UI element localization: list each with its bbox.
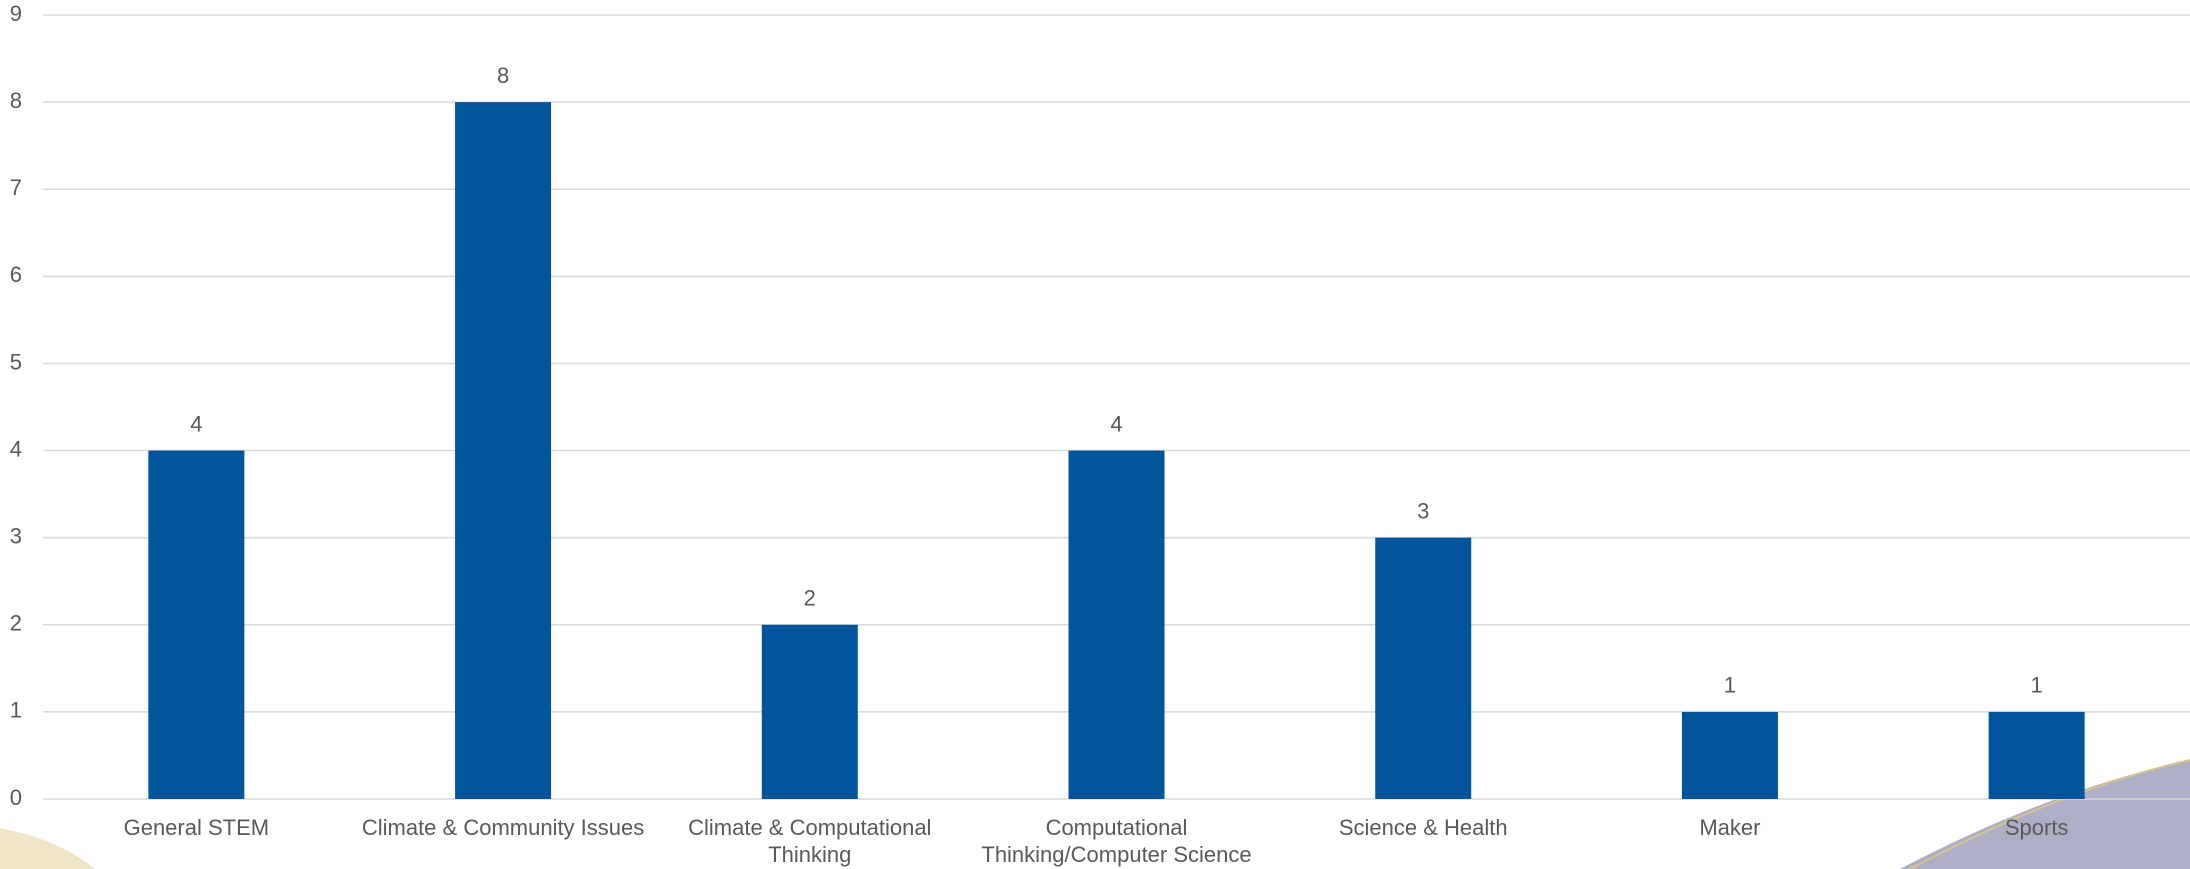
x-tick-label: Climate & Community Issues bbox=[361, 815, 645, 840]
y-tick-label: 6 bbox=[10, 262, 22, 287]
y-tick-label: 2 bbox=[10, 611, 22, 636]
bar bbox=[1988, 711, 2085, 799]
data-label: 4 bbox=[1110, 411, 1122, 436]
bar bbox=[1375, 537, 1472, 799]
x-tick-label: Science & Health bbox=[1338, 815, 1508, 840]
y-tick-label: 0 bbox=[10, 785, 22, 810]
bar bbox=[1068, 450, 1165, 799]
decoration bbox=[1900, 760, 2190, 869]
x-tick-label: Maker bbox=[1699, 815, 1761, 840]
x-tick-label: Climate & Computational Thinking bbox=[688, 815, 932, 867]
data-label: 1 bbox=[2031, 673, 2043, 698]
bar bbox=[455, 102, 552, 800]
y-tick-label: 3 bbox=[10, 523, 22, 548]
y-tick-label: 4 bbox=[10, 436, 22, 461]
x-tick-label: General STEM bbox=[123, 815, 270, 840]
x-tick-label: Sports bbox=[2004, 815, 2069, 840]
y-tick-label: 7 bbox=[10, 175, 22, 200]
data-label: 1 bbox=[1724, 673, 1736, 698]
data-label: 8 bbox=[497, 63, 509, 88]
y-tick-label: 5 bbox=[10, 349, 22, 374]
y-tick-label: 1 bbox=[10, 698, 22, 723]
bar bbox=[761, 624, 858, 799]
y-tick-label: 8 bbox=[10, 88, 22, 113]
data-label: 2 bbox=[804, 586, 816, 611]
data-label: 3 bbox=[1417, 498, 1429, 523]
data-label: 4 bbox=[190, 411, 202, 436]
decoration bbox=[1909, 759, 2190, 869]
y-tick-label: 9 bbox=[10, 1, 22, 26]
bar bbox=[1681, 711, 1778, 799]
decoration bbox=[0, 828, 95, 869]
bar bbox=[148, 450, 245, 799]
x-tick-label: Computational Thinking/Computer Science bbox=[981, 815, 1252, 867]
